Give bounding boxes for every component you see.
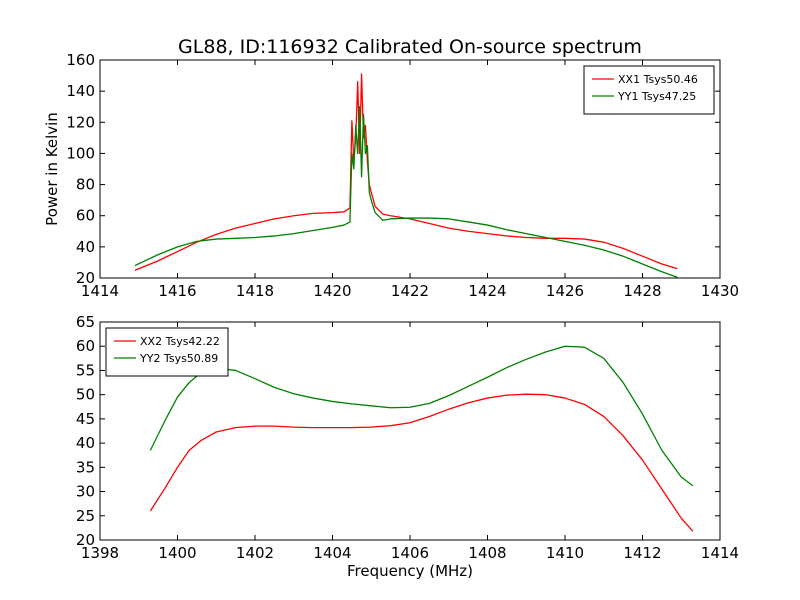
x-axis-label: Frequency (MHz) [347,562,473,580]
y-tick-label: 20 [76,269,95,287]
legend: XX1 Tsys50.46 YY1 Tsys47.25 [583,65,715,115]
x-tick-label: 1412 [623,544,661,562]
y-tick-label: 140 [66,82,95,100]
chart-title: GL88, ID:116932 Calibrated On-source spe… [178,36,642,58]
x-tick-label: 1424 [468,282,506,300]
y-tick-label: 35 [76,458,95,476]
legend-box [583,65,715,115]
y-tick-label: 65 [76,313,95,331]
x-tick-label: 1402 [236,544,274,562]
x-tick-label: 1430 [701,282,739,300]
x-tick-label: 1400 [158,544,196,562]
y-tick-label: 50 [76,386,95,404]
x-tick-label: 1416 [158,282,196,300]
x-tick-label: 1404 [313,544,351,562]
legend-box [105,327,229,377]
x-tick-label: 1418 [236,282,274,300]
y-tick-label: 160 [66,51,95,69]
y-tick-label: 100 [66,144,95,162]
x-tick-label: 1408 [468,544,506,562]
x-tick-label: 1414 [81,282,119,300]
y-tick-label: 45 [76,410,95,428]
y-tick-label: 60 [76,207,95,225]
y-tick-label: 25 [76,507,95,525]
y-tick-label: 60 [76,337,95,355]
legend-label-1: XX2 Tsys42.22 [140,335,220,348]
x-tick-label: 1398 [81,544,119,562]
legend-label-2: YY1 Tsys47.25 [617,90,696,103]
x-tick-label: 1428 [623,282,661,300]
x-tick-label: 1420 [313,282,351,300]
x-tick-label: 1426 [546,282,584,300]
y-tick-label: 40 [76,238,95,256]
bottom-panel: 1398 1400 1402 1404 1406 1408 1410 1412 1414 20 25… [76,313,739,580]
y-tick-label: 120 [66,113,95,131]
series-line-1 [149,393,694,532]
x-tick-label: 1406 [391,544,429,562]
y-tick-label: 30 [76,483,95,501]
y-axis-label: Power in Kelvin [43,112,61,226]
legend: XX2 Tsys42.22 YY2 Tsys50.89 [105,327,229,377]
y-tick-label: 80 [76,176,95,194]
series-line-2 [149,345,694,487]
legend-label-1: XX1 Tsys50.46 [618,73,698,86]
top-panel: 1414 1416 1418 1420 1422 1424 1426 1428 1430 20 40… [43,51,739,300]
y-tick-label: 20 [76,531,95,549]
x-tick-label: 1422 [391,282,429,300]
y-tick-label: 40 [76,434,95,452]
series-line-2 [134,106,678,278]
legend-label-2: YY2 Tsys50.89 [139,352,218,365]
x-tick-label: 1410 [546,544,584,562]
y-tick-label: 55 [76,361,95,379]
x-tick-label: 1414 [701,544,739,562]
